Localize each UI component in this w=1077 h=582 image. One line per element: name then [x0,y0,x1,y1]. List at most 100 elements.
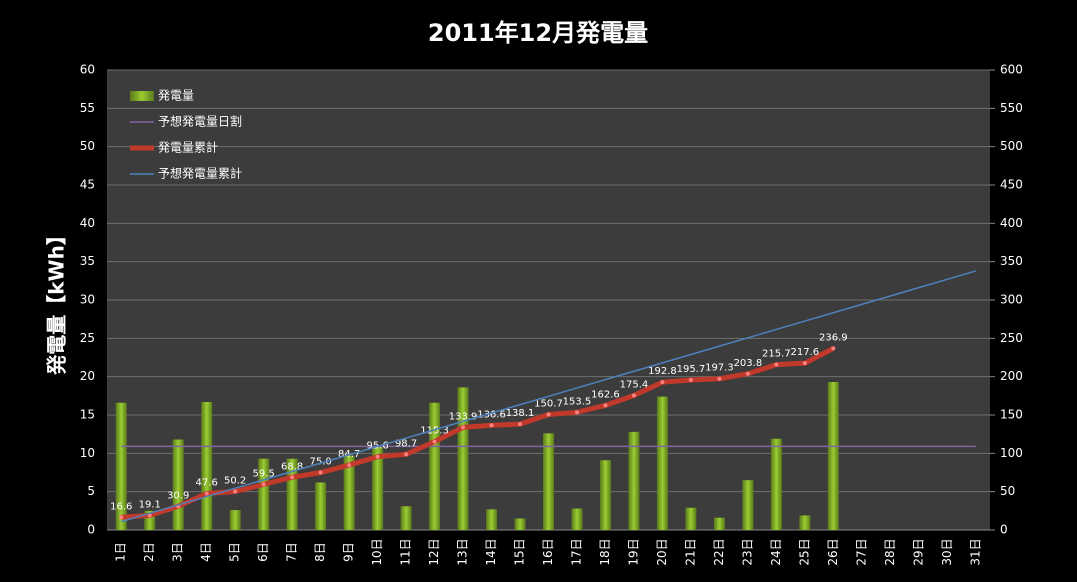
line [121,346,835,520]
y2-tick-label: 350 [1000,254,1023,268]
data-label: 16.6 [110,501,132,512]
bar [742,480,754,530]
bar [400,506,412,530]
bar [628,431,640,530]
data-label: 98.7 [395,438,417,449]
x-tick-label: 22日 [712,538,726,565]
y-tick-label: 10 [80,446,95,460]
legend-label: 予想発電量累計 [158,166,242,181]
y2-tick-label: 250 [1000,331,1023,345]
legend-swatch [130,91,154,101]
point [404,452,409,457]
x-tick-label: 28日 [883,538,897,565]
bar [229,510,241,530]
x-tick-label: 8日 [313,542,327,562]
point [574,410,579,415]
point [375,454,380,459]
data-label: 59.5 [253,468,275,479]
x-tick-label: 23日 [740,538,754,565]
y2-tick-label: 450 [1000,178,1023,192]
data-label: 19.1 [139,499,161,510]
x-tick-label: 10日 [370,538,384,565]
y-tick-label: 50 [80,139,95,153]
x-tick-label: 4日 [199,542,213,562]
point [290,475,295,480]
data-label: 175.4 [620,380,649,391]
data-label: 217.6 [791,347,820,358]
x-tick-label: 18日 [598,538,612,565]
y-tick-label: 20 [80,369,95,383]
y-tick-label: 60 [80,63,95,77]
point [347,463,352,468]
y2-tick-label: 550 [1000,101,1023,115]
x-tick-label: 9日 [342,542,356,562]
x-tick-label: 6日 [256,542,270,562]
bar [543,433,554,530]
data-label: 75.0 [309,457,331,468]
point [745,371,750,376]
bar [713,517,725,530]
x-tick-label: 2日 [142,542,156,562]
x-tick-label: 11日 [399,538,413,565]
point [204,491,209,496]
data-label: 197.3 [705,363,734,374]
bar [172,439,184,530]
bar [514,518,526,530]
point [660,380,665,385]
data-label: 30.9 [167,490,189,501]
bar [571,508,583,530]
x-tick-label: 25日 [797,538,811,565]
point [546,412,551,417]
x-tick-label: 3日 [171,542,185,562]
bar [486,509,498,530]
x-tick-label: 13日 [456,538,470,565]
legend-label: 発電量累計 [158,140,218,155]
bar [343,455,355,530]
bar [372,446,384,530]
x-tick-label: 26日 [826,538,840,565]
x-tick-label: 31日 [968,538,982,565]
x-tick-label: 12日 [427,538,441,565]
x-tick-label: 7日 [285,542,299,562]
point [688,377,693,382]
bar [144,510,156,530]
data-label: 150.7 [534,398,563,409]
bar [799,515,811,530]
data-label: 47.6 [196,478,218,489]
data-label: 215.7 [762,349,791,360]
y-tick-label: 55 [80,101,95,115]
y2-tick-label: 150 [1000,408,1023,422]
y2-tick-label: 50 [1000,484,1015,498]
data-label: 153.5 [563,396,592,407]
bar [685,507,697,530]
bar [429,402,441,530]
y-axis-label: 発電量【kWh】 [45,225,69,376]
data-label: 68.8 [281,461,303,472]
bar [770,438,782,530]
point [119,515,124,520]
y-tick-label: 40 [80,216,95,230]
data-label: 50.2 [224,476,246,487]
x-tick-label: 1日 [114,542,128,562]
point [631,393,636,398]
point [261,482,266,487]
data-label: 138.1 [506,408,535,419]
bar [315,482,327,530]
data-label: 236.9 [819,332,848,343]
bar [258,458,270,530]
data-label: 195.7 [677,364,706,375]
point [461,425,466,430]
x-tick-label: 27日 [854,538,868,565]
x-tick-label: 24日 [769,538,783,565]
point [432,439,437,444]
data-label: 136.6 [477,409,506,420]
y-tick-label: 0 [87,523,95,537]
x-tick-label: 20日 [655,538,669,565]
bar [201,401,213,530]
x-tick-label: 5日 [228,542,242,562]
y2-tick-label: 200 [1000,369,1023,383]
chart-title: 2011年12月発電量 [428,19,648,47]
point [233,489,238,494]
bar [286,458,298,530]
